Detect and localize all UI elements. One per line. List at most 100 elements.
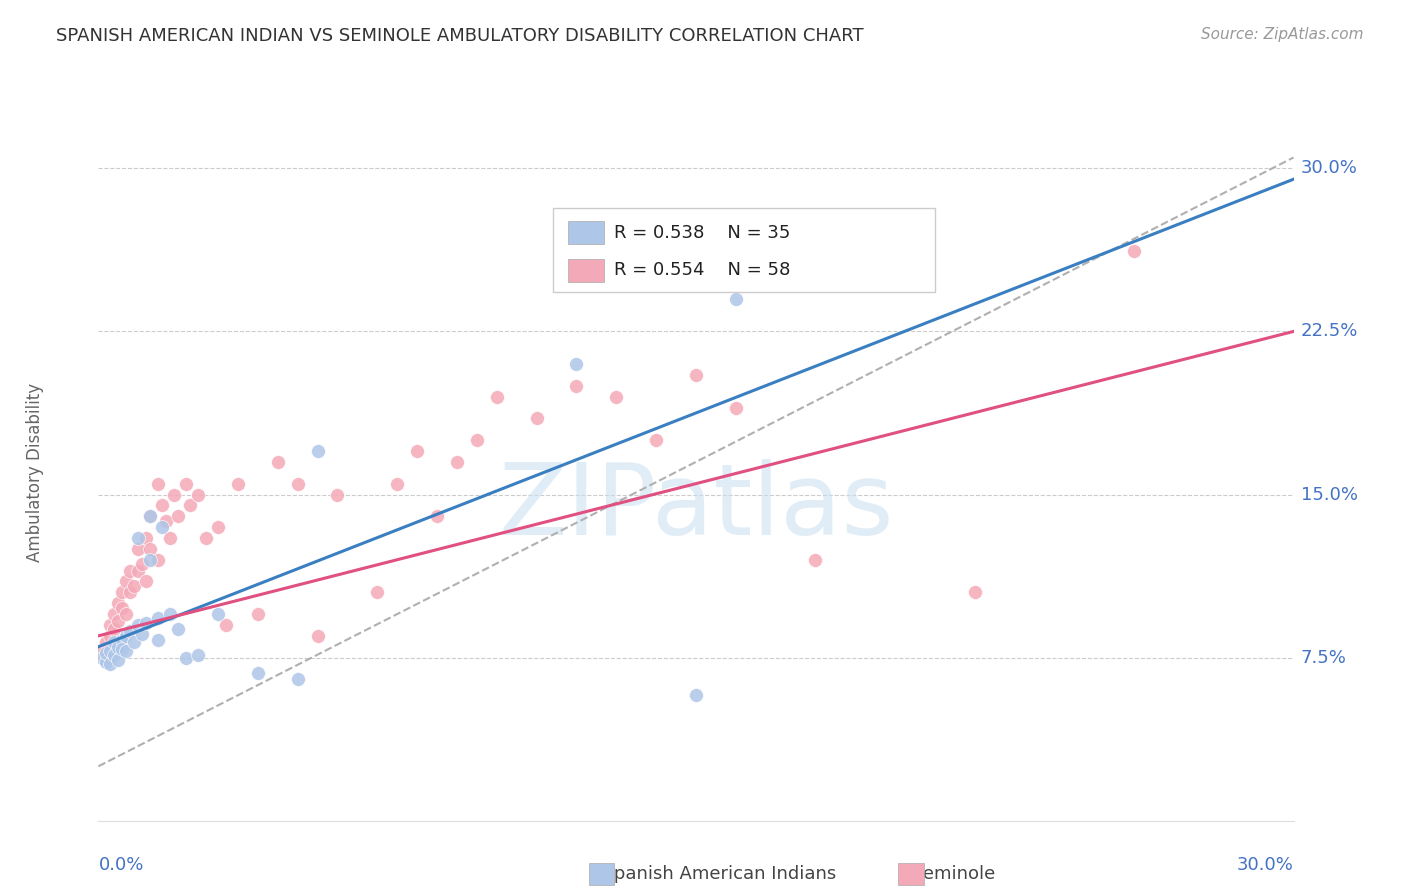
Text: R = 0.538    N = 35: R = 0.538 N = 35	[614, 224, 790, 242]
Point	[120, 585, 142, 599]
Point	[107, 653, 129, 667]
Point	[103, 623, 125, 637]
Point	[115, 629, 138, 643]
Point	[124, 579, 146, 593]
Point	[685, 688, 707, 702]
Point	[287, 476, 309, 491]
Point	[159, 531, 181, 545]
Point	[111, 633, 134, 648]
Point	[148, 633, 170, 648]
Point	[246, 665, 269, 680]
Point	[91, 650, 114, 665]
Point	[159, 607, 181, 621]
Point	[139, 541, 162, 556]
Point	[465, 433, 488, 447]
Point	[163, 487, 186, 501]
Point	[107, 596, 129, 610]
Point	[103, 648, 125, 663]
Point	[167, 623, 190, 637]
Point	[1123, 244, 1146, 258]
Point	[685, 368, 707, 382]
Point	[150, 499, 173, 513]
Point	[107, 640, 129, 654]
Point	[724, 292, 747, 306]
Point	[139, 509, 162, 524]
Point	[155, 514, 177, 528]
Text: ZIPatlas: ZIPatlas	[498, 459, 894, 556]
Text: 0.0%: 0.0%	[98, 856, 143, 874]
Point	[565, 357, 588, 371]
Point	[139, 552, 162, 567]
Point	[96, 655, 118, 669]
Point	[226, 476, 249, 491]
Point	[426, 509, 449, 524]
Point	[111, 600, 134, 615]
Bar	[568, 221, 603, 244]
Point	[645, 433, 668, 447]
Text: 30.0%: 30.0%	[1301, 160, 1357, 178]
Point	[187, 648, 209, 663]
Bar	[553, 209, 935, 292]
Bar	[568, 259, 603, 282]
Text: R = 0.554    N = 58: R = 0.554 N = 58	[614, 261, 790, 279]
Point	[187, 487, 209, 501]
Point	[148, 552, 170, 567]
Point	[103, 607, 125, 621]
Text: SPANISH AMERICAN INDIAN VS SEMINOLE AMBULATORY DISABILITY CORRELATION CHART: SPANISH AMERICAN INDIAN VS SEMINOLE AMBU…	[56, 27, 863, 45]
Point	[111, 641, 134, 656]
Point	[287, 673, 309, 687]
Point	[96, 646, 118, 660]
Point	[127, 564, 149, 578]
Point	[174, 650, 197, 665]
Point	[148, 611, 170, 625]
Point	[307, 444, 329, 458]
Point	[406, 444, 429, 458]
Text: 7.5%: 7.5%	[1301, 648, 1347, 666]
Point	[246, 607, 269, 621]
Point	[207, 520, 229, 534]
Point	[215, 618, 238, 632]
Point	[91, 644, 114, 658]
Point	[131, 557, 153, 571]
Point	[135, 574, 157, 589]
Point	[267, 455, 290, 469]
Point	[139, 509, 162, 524]
Point	[179, 499, 201, 513]
Point	[565, 378, 588, 392]
Point	[115, 644, 138, 658]
Point	[107, 614, 129, 628]
Point	[307, 629, 329, 643]
Point	[963, 585, 986, 599]
Point	[98, 644, 122, 658]
Point	[167, 509, 190, 524]
Point	[98, 618, 122, 632]
Point	[115, 607, 138, 621]
Point	[485, 390, 508, 404]
Point	[526, 411, 548, 425]
Point	[127, 618, 149, 632]
Point	[207, 607, 229, 621]
Point	[135, 615, 157, 630]
Point	[120, 564, 142, 578]
Text: 15.0%: 15.0%	[1301, 485, 1358, 503]
Point	[96, 650, 118, 665]
Point	[131, 626, 153, 640]
Point	[127, 541, 149, 556]
Point	[148, 476, 170, 491]
Point	[103, 635, 125, 649]
Text: 30.0%: 30.0%	[1237, 856, 1294, 874]
Point	[446, 455, 468, 469]
Text: Seminole: Seminole	[900, 865, 995, 883]
Point	[724, 401, 747, 415]
Point	[804, 552, 827, 567]
Point	[127, 531, 149, 545]
Point	[111, 585, 134, 599]
Point	[120, 624, 142, 639]
Point	[605, 390, 627, 404]
Point	[98, 657, 122, 671]
Point	[124, 635, 146, 649]
Point	[385, 476, 409, 491]
Point	[194, 531, 218, 545]
Point	[98, 629, 122, 643]
Text: Ambulatory Disability: Ambulatory Disability	[27, 384, 44, 562]
